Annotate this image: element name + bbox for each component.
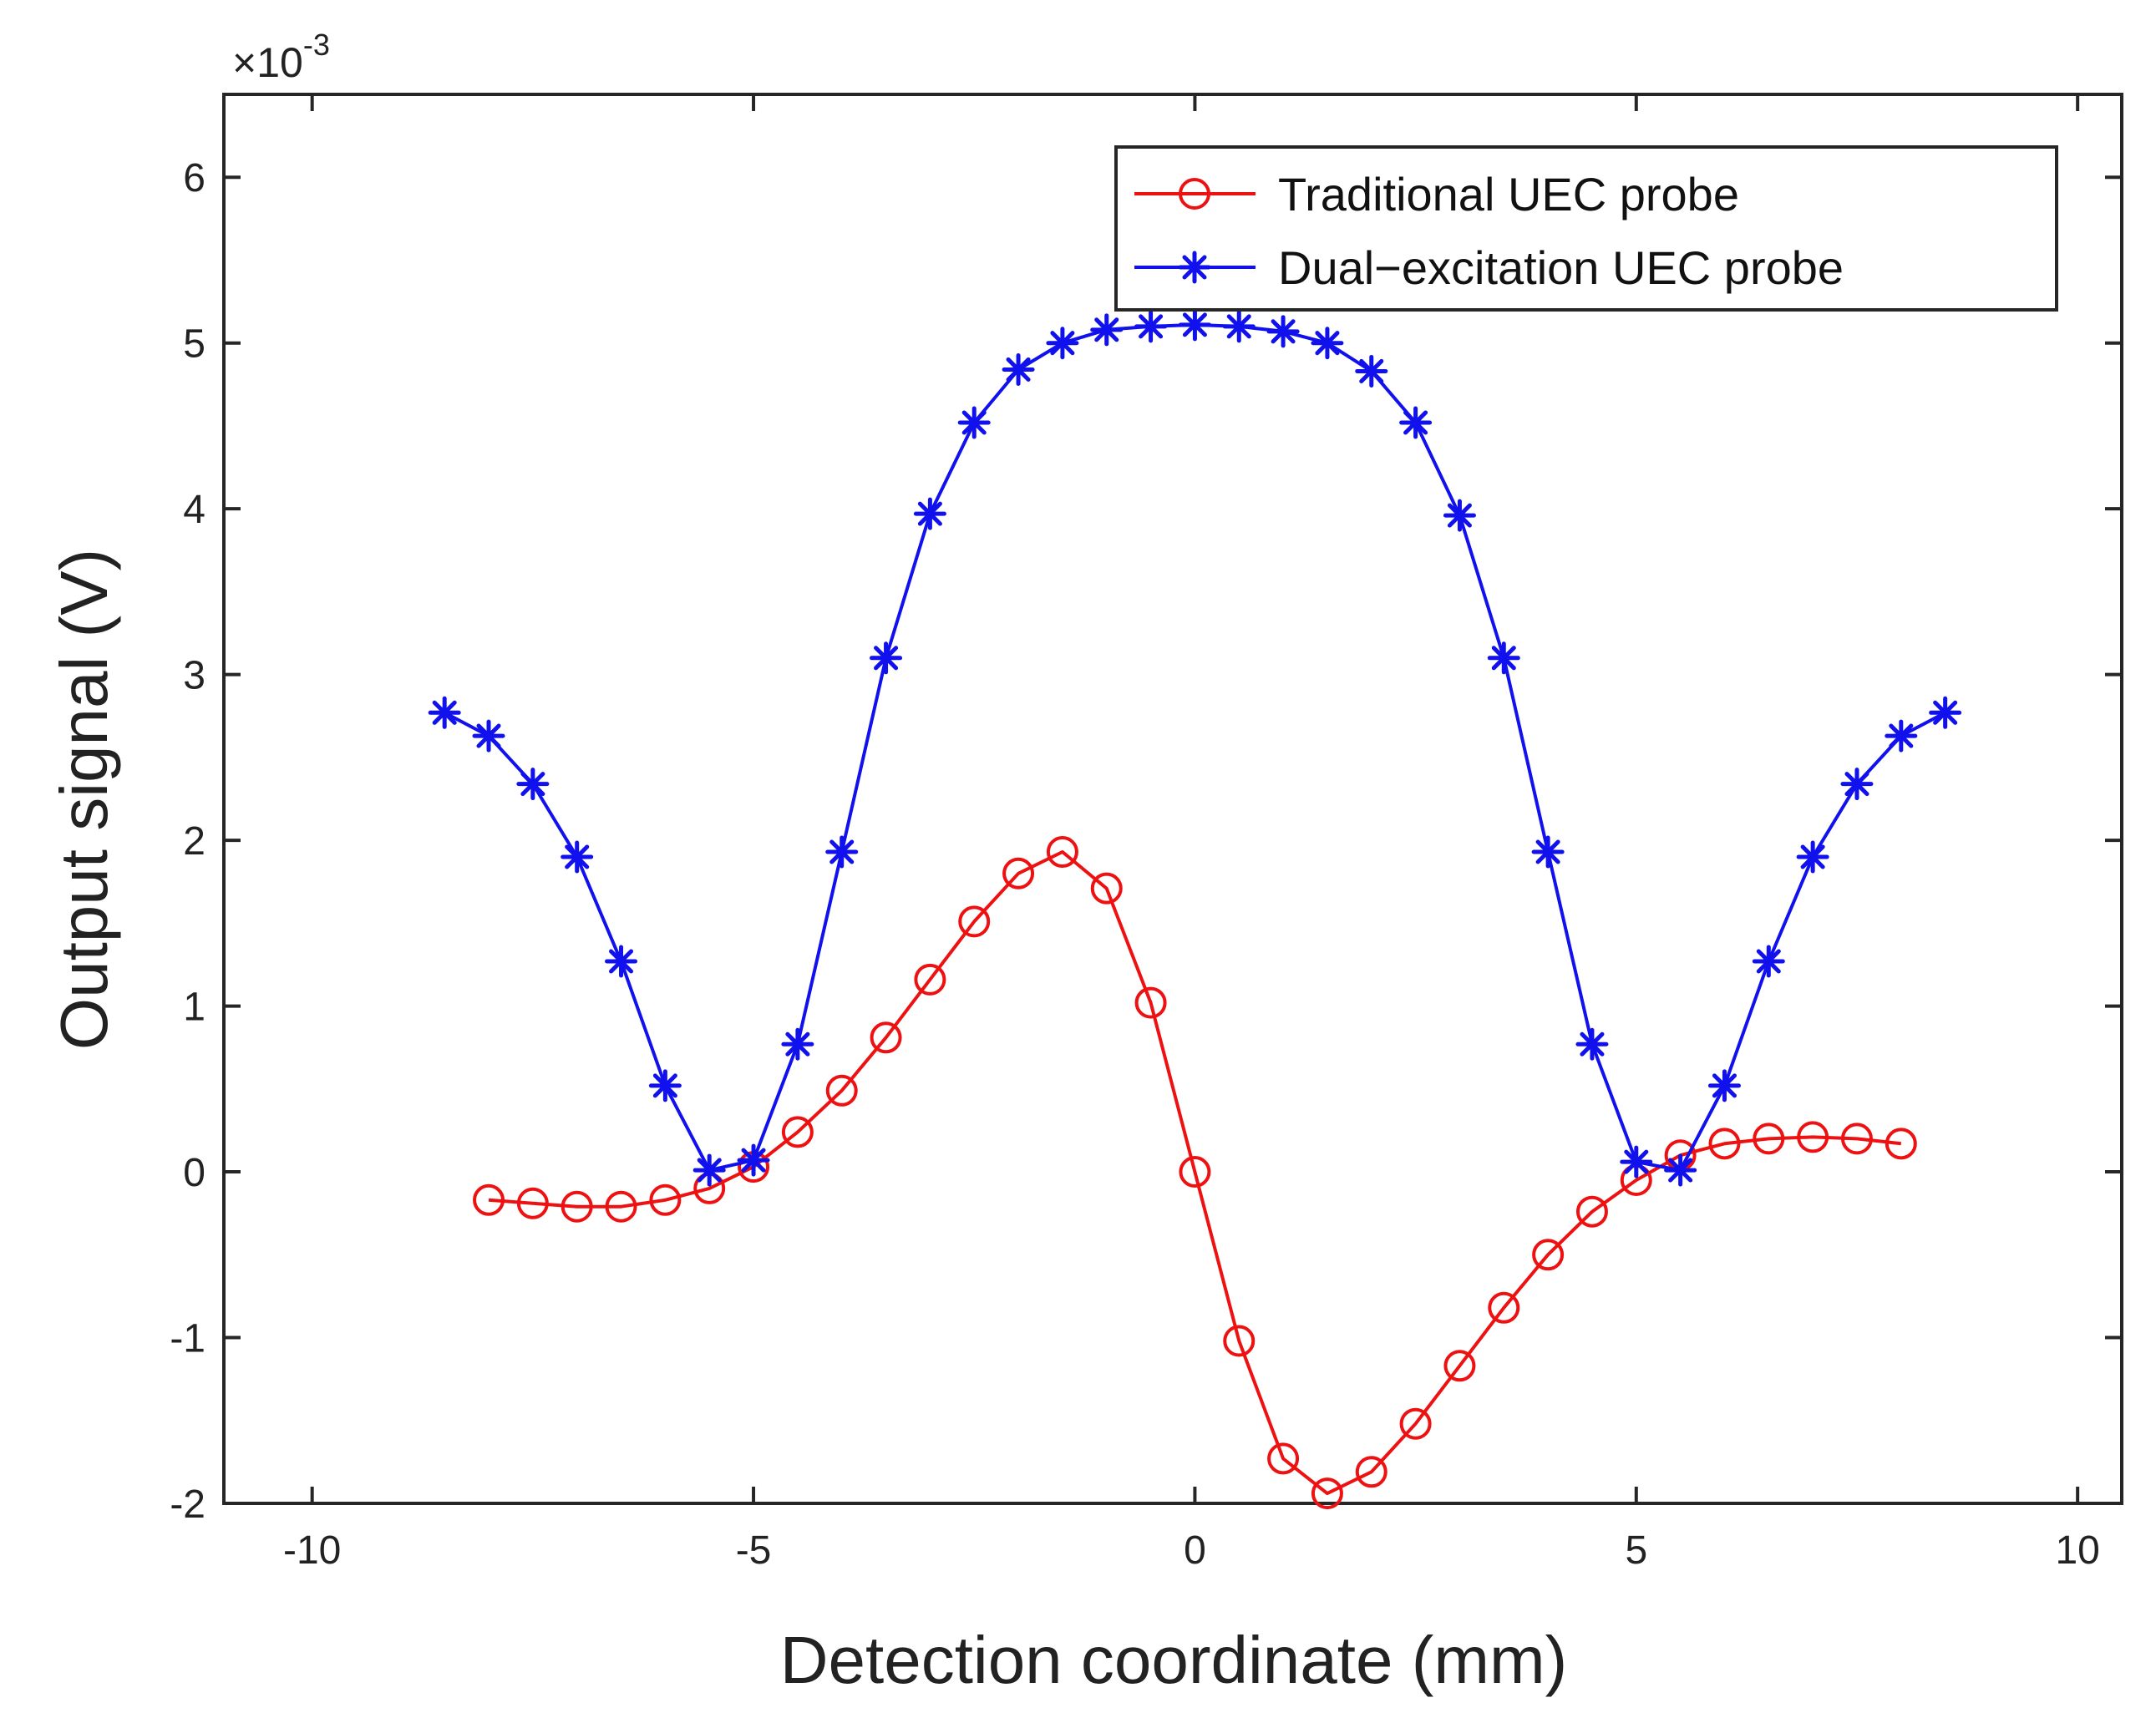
data-point-traditional (1223, 1325, 1256, 1357)
data-point-traditional (1753, 1123, 1785, 1155)
data-point-dual (1090, 313, 1124, 347)
data-point-dual (516, 768, 550, 801)
legend-entry-dual: Dual−excitation UEC probe (1134, 241, 1844, 294)
data-point-dual (1885, 719, 1918, 753)
data-point-dual (781, 1027, 814, 1061)
data-point-dual (1487, 641, 1520, 675)
x-axis-title: Detection coordinate (mm) (780, 1623, 1568, 1697)
data-point-dual (1266, 315, 1300, 348)
data-point-dual (825, 835, 859, 869)
y-tick-label: 2 (183, 819, 205, 864)
data-point-dual (1664, 1153, 1697, 1187)
x-tick-label: -5 (736, 1528, 772, 1573)
y-tick-labels: -2 -1 0 1 2 3 4 5 6 (170, 156, 205, 1527)
data-point-dual (1443, 499, 1476, 532)
y-tick-label: 0 (183, 1151, 205, 1195)
data-point-dual (870, 641, 903, 675)
axis-ticks (224, 94, 2122, 1505)
data-point-traditional (1090, 872, 1123, 905)
y-tick-label: 1 (183, 986, 205, 1030)
x-tick-label: -10 (283, 1528, 341, 1573)
series-layer (428, 308, 1962, 1510)
legend: Traditional UEC probe Dual−excitation UE… (1114, 145, 2058, 312)
data-point-dual (1178, 308, 1211, 342)
data-point-dual (428, 696, 461, 729)
legend-box (1114, 145, 2058, 312)
data-point-traditional (1179, 1156, 1211, 1188)
x-tick-labels: -10 -5 0 5 10 (283, 1528, 2100, 1573)
data-point-traditional (1797, 1121, 1829, 1153)
data-point-traditional (958, 905, 991, 938)
data-point-traditional (1267, 1442, 1300, 1475)
data-point-dual (1311, 327, 1344, 360)
legend-label-dual: Dual−excitation UEC probe (1278, 241, 1844, 294)
data-point-traditional (649, 1183, 682, 1216)
data-point-dual (692, 1153, 726, 1187)
data-point-dual (1575, 1027, 1609, 1061)
data-point-traditional (1488, 1291, 1520, 1324)
data-point-traditional (1134, 986, 1167, 1019)
data-point-traditional (1708, 1128, 1741, 1160)
data-point-traditional (1885, 1128, 1917, 1160)
legend-marker-asterisk (1178, 251, 1211, 284)
data-point-traditional (1355, 1456, 1387, 1488)
y-tick-label: 3 (183, 654, 205, 698)
series-line-traditional (488, 850, 1902, 1496)
data-point-traditional (1532, 1239, 1565, 1271)
data-point-traditional (1443, 1350, 1476, 1382)
data-point-traditional (1840, 1123, 1873, 1155)
data-point-traditional (781, 1116, 814, 1148)
data-point-traditional (1002, 857, 1035, 889)
data-point-dual (1399, 406, 1433, 439)
data-point-dual (648, 1069, 682, 1102)
data-point-traditional (605, 1190, 637, 1223)
data-point-dual (1840, 768, 1874, 801)
data-point-traditional (561, 1190, 593, 1223)
x-tick-label: 0 (1184, 1528, 1206, 1573)
data-point-traditional (914, 963, 946, 996)
data-point-traditional (870, 1021, 902, 1054)
y-tick-label: 5 (183, 322, 205, 367)
data-point-dual (1796, 840, 1829, 874)
data-point-traditional (473, 1183, 505, 1216)
data-point-dual (472, 719, 505, 753)
data-point-dual (561, 840, 594, 874)
y-tick-label: 6 (183, 156, 205, 200)
legend-marker-circle (1179, 178, 1210, 210)
data-point-traditional (825, 1074, 858, 1107)
data-point-traditional (1399, 1407, 1432, 1440)
data-point-dual (605, 945, 638, 978)
data-point-dual (1002, 352, 1035, 386)
y-tick-label: -2 (170, 1482, 205, 1527)
data-point-dual (1620, 1145, 1653, 1178)
data-point-dual (957, 406, 991, 439)
x-tick-label: 5 (1625, 1528, 1647, 1573)
data-point-dual (1929, 696, 1962, 729)
data-point-dual (1752, 945, 1785, 978)
data-point-dual (1707, 1069, 1741, 1102)
data-point-dual (1531, 835, 1565, 869)
legend-label-traditional: Traditional UEC probe (1278, 168, 1739, 220)
y-axis-title: Output signal (V) (47, 549, 121, 1050)
y-tick-label: 4 (183, 488, 205, 532)
data-point-dual (1046, 327, 1079, 360)
data-point-dual (1134, 310, 1168, 343)
data-point-dual (1355, 354, 1388, 388)
data-point-dual (913, 497, 946, 530)
data-point-dual (737, 1143, 770, 1177)
legend-entry-traditional: Traditional UEC probe (1134, 168, 1739, 220)
data-point-traditional (1575, 1195, 1608, 1228)
legend-asterisk-glyph (1178, 251, 1211, 284)
y-scale-factor-label: ×10-3 (232, 28, 330, 86)
y-tick-label: -1 (170, 1317, 205, 1361)
data-point-dual (1222, 310, 1256, 343)
data-point-traditional (516, 1187, 549, 1219)
data-point-traditional (1046, 836, 1078, 869)
data-point-traditional (1311, 1477, 1343, 1510)
x-tick-label: 10 (2055, 1528, 2099, 1573)
